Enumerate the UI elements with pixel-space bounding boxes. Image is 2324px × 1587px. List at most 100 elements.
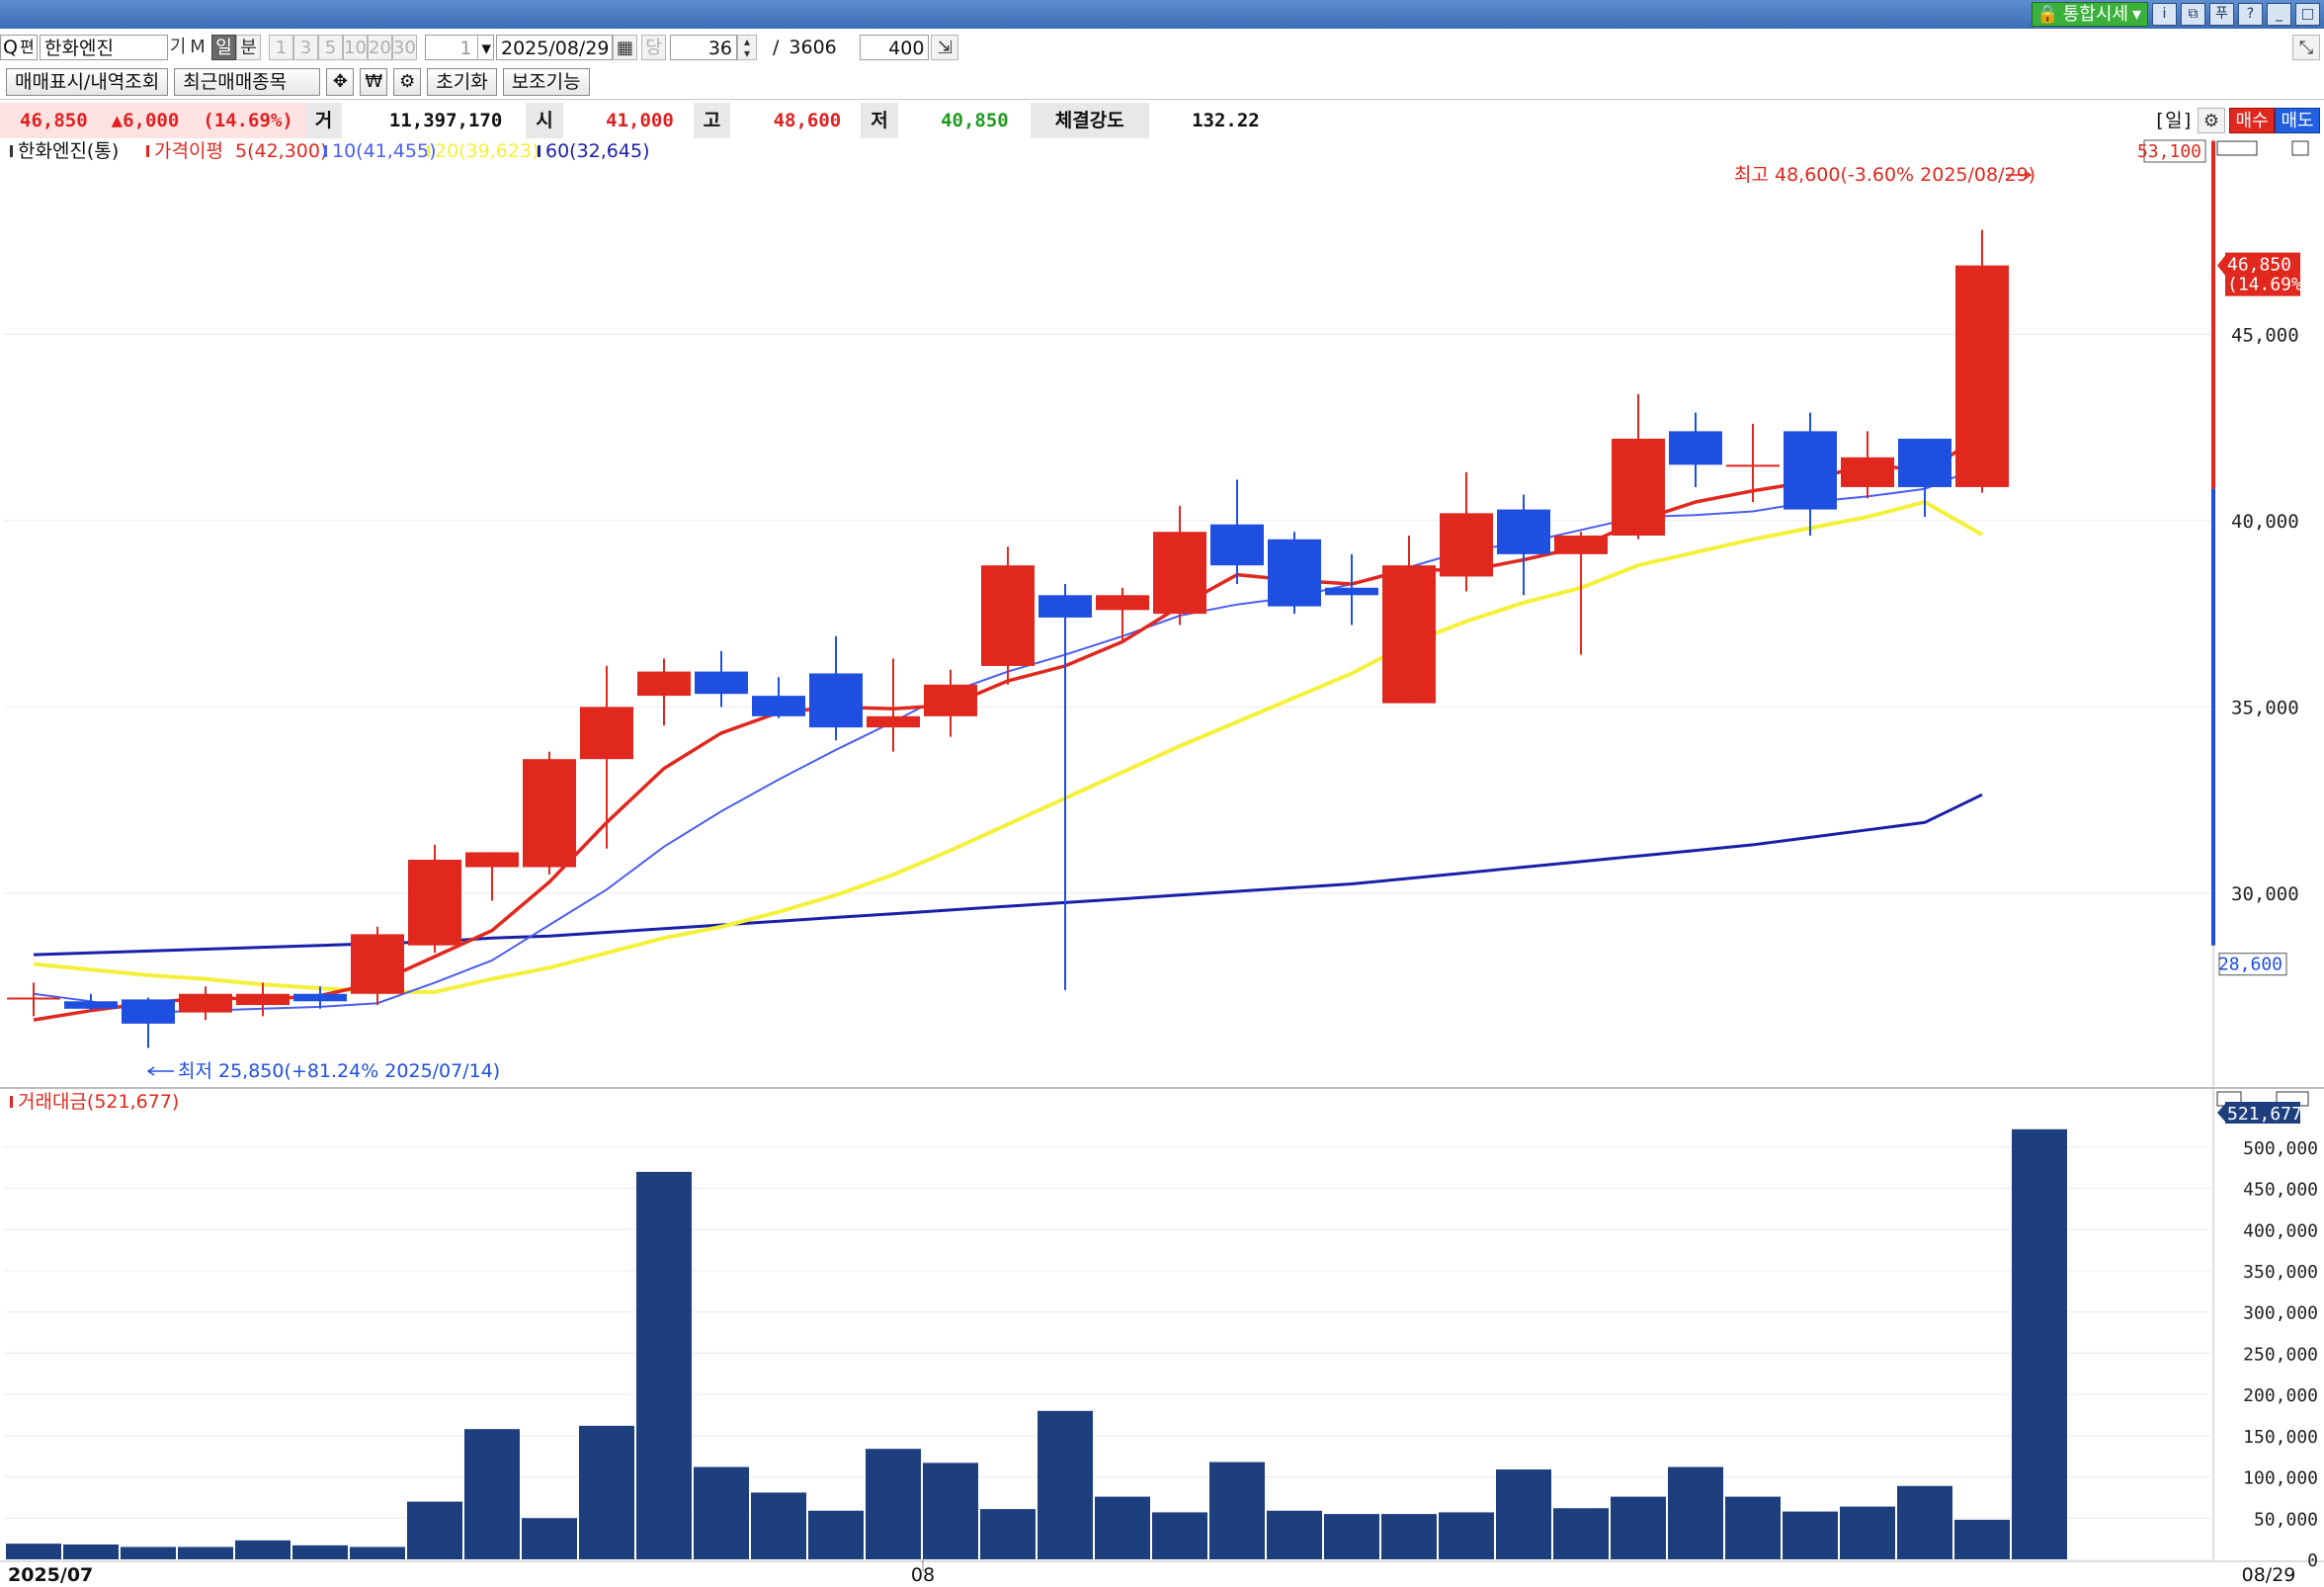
interval-20-button[interactable]: 20 [368,35,392,60]
candle-body [465,852,519,868]
last-price-pointer [2217,255,2225,276]
strength-value: 132.22 [1192,110,1260,131]
settings-icon[interactable]: ⚙ [393,68,422,96]
volume-bar [1725,1496,1781,1559]
volume-tick-label: 200,000 [2243,1385,2318,1406]
volume-tick-label: 250,000 [2243,1344,2318,1365]
crosshair-icon[interactable]: ✥ [326,68,355,96]
minimize-icon[interactable]: _ [2267,3,2291,26]
period-day-button[interactable]: 일 [211,35,236,60]
volume-bar [1668,1466,1723,1559]
count-stepper[interactable]: ▴ ▾ [737,35,757,60]
equalizer-icon[interactable]: ₩ [360,68,388,96]
candle-body [1382,565,1436,704]
pin-icon[interactable]: 푸 [2209,3,2234,26]
period-minute-button[interactable]: 분 [236,35,261,60]
count-input[interactable]: 36 [670,35,737,60]
candle-body [1726,464,1780,467]
interval-30-button[interactable]: 30 [392,35,417,60]
search-button[interactable]: Q 편 [0,35,38,60]
mode-m-button[interactable]: M [190,37,206,57]
buy-button[interactable]: 매수 [2229,108,2275,133]
volume-bar [923,1462,978,1559]
open-label: 시 [526,103,563,138]
volume-tick-label: 100,000 [2243,1468,2318,1489]
interval-1-button[interactable]: 1 [269,35,293,60]
interval-select[interactable]: 1 ▾ [425,35,494,60]
price-tick-label: 35,000 [2231,697,2299,718]
volume-bar [980,1509,1036,1559]
sell-button[interactable]: 매도 [2275,108,2320,133]
price-tick-label: 45,000 [2231,324,2299,346]
volume-tick-label: 500,000 [2243,1138,2318,1159]
function-toolbar: 매매표시/내역조회 최근매매종목 ✥ ₩ ⚙ 초기화 보조기능 [0,65,2324,100]
period-indicator: [일] [2153,110,2194,131]
candle-body [1268,539,1321,607]
candle-body [1210,524,1264,566]
low-value: 40,850 [941,110,1009,131]
legend-ma-label: 가격이평 [154,140,223,162]
last-price-pct: (14.69%) [2227,275,2313,295]
axis-top-box [2143,139,2206,163]
high-label: 고 [693,103,731,138]
candle-body [1669,431,1722,465]
mode-gi-button[interactable]: 기 [169,37,187,57]
candle-body [1612,438,1665,536]
dang-button[interactable]: 당 [641,35,666,60]
reset-button[interactable]: 초기화 [427,68,497,96]
edit-label: 편 [19,38,35,56]
candle-body [236,993,290,1006]
candle-body [924,684,977,716]
volume-tick-label: 350,000 [2243,1262,2318,1283]
candle-body [1497,509,1550,554]
low-annotation-arrowhead [146,1066,155,1076]
volume-bar [1209,1462,1265,1559]
volume-bar [235,1540,290,1559]
volume-pane-bg [0,1089,2324,1559]
search-toolbar: Q 편 한화엔진 기 M 일 분 1 3 5 10 20 30 1 ▾ 2025… [0,32,2324,63]
integrated-quote-button[interactable]: 🔒 통합시세 ▾ [2032,2,2148,27]
help-icon[interactable]: ? [2238,3,2263,26]
dropdown-arrow-icon: ▾ [2131,4,2141,25]
legend-ma-marker [146,145,149,157]
export-icon[interactable]: ⇲ [931,35,959,60]
expand-icon[interactable]: ⤡ [2292,35,2320,60]
volume-value: 11,397,170 [388,110,503,131]
aux-functions-button[interactable]: 보조기능 [502,68,590,96]
volume-bar [636,1171,692,1559]
total-count: 3606 [788,37,837,58]
price-pane-close-icon [2291,140,2309,156]
trade-display-button[interactable]: 매매표시/내역조회 [6,68,169,96]
price-change: ▲6,000 [111,110,180,131]
volume-bar [1954,1519,2010,1559]
interval-10-button[interactable]: 10 [343,35,368,60]
volume-tick-label: 450,000 [2243,1180,2318,1201]
maximize-icon[interactable]: □ [2295,3,2320,26]
recent-items-button[interactable]: 최근매매종목 [174,68,321,96]
legend-marker [10,145,13,157]
integrated-quote-label: 통합시세 [2062,4,2128,25]
stock-name-input[interactable]: 한화엔진 [40,35,168,60]
legend-ma60: 60(32,645) [545,140,649,162]
volume-label: 거 [304,103,343,138]
open-value: 41,000 [606,110,674,131]
legend-ma10: 10(41,455) [332,140,436,162]
axis-bottom-value: 28,600 [2218,955,2282,975]
date-input[interactable]: 2025/08/29 [496,35,613,60]
volume-bar [63,1544,119,1559]
view-count-input[interactable]: 400 [860,35,930,60]
calendar-icon[interactable]: ▦ [613,35,637,60]
volume-bar [1267,1510,1322,1559]
chart-settings-icon[interactable]: ⚙ [2198,108,2225,133]
interval-5-button[interactable]: 5 [318,35,343,60]
link-icon[interactable]: ⧉ [2181,3,2205,26]
price-volume-chart[interactable]: 30,000 35,000 40,000 45,000 0 50,000 100,000 15… [0,138,2324,1587]
candle-body [64,1001,118,1009]
info-icon[interactable]: i [2152,3,2177,26]
candle-body [1440,513,1493,577]
candle-body [981,565,1035,666]
interval-3-button[interactable]: 3 [293,35,318,60]
chevron-down-icon: ▾ [477,36,491,59]
search-icon: Q [3,37,18,58]
volume-bar [1095,1496,1150,1559]
